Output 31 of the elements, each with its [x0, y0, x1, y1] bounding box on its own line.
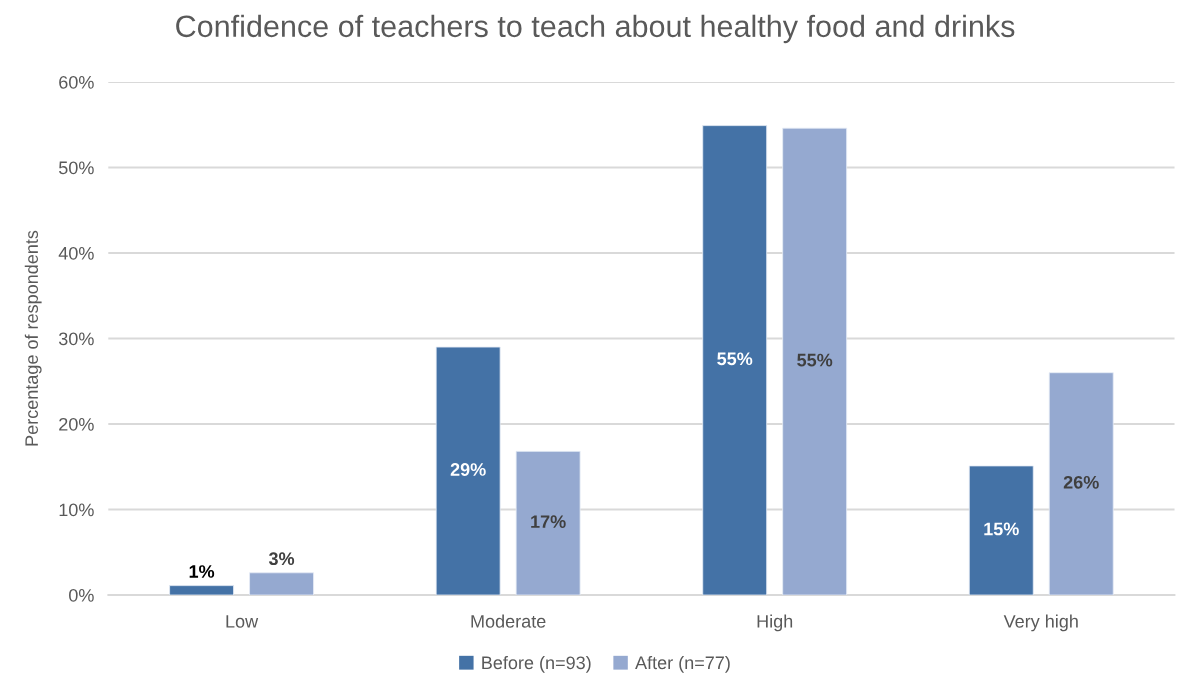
- bar: [782, 127, 848, 596]
- bar: [515, 450, 581, 596]
- bar: [435, 346, 501, 596]
- data-label: 55%: [717, 352, 753, 366]
- bar: [169, 585, 234, 596]
- y-tick-label: 0%: [69, 588, 94, 602]
- data-label: 3%: [268, 552, 295, 566]
- y-tick-label: 60%: [59, 75, 94, 89]
- chart-title: Confidence of teachers to teach about healthy food and drinks: [176, 14, 1015, 44]
- x-tick-label: Low: [226, 615, 259, 628]
- bar: [702, 125, 768, 596]
- data-label: 29%: [450, 463, 486, 476]
- bar: [249, 572, 314, 596]
- legend-label: Before (n=93): [482, 655, 591, 673]
- y-tick-label: 10%: [59, 503, 94, 517]
- data-label: 26%: [1063, 475, 1099, 489]
- data-label: 1%: [189, 565, 215, 578]
- legend-label: After (n=77): [635, 655, 730, 673]
- x-tick-label: High: [757, 614, 793, 632]
- y-tick-label: 20%: [59, 417, 94, 431]
- data-label: 15%: [984, 522, 1019, 536]
- x-tick-label: Moderate: [471, 614, 546, 628]
- y-axis-title: Percentage of respondents: [24, 230, 42, 446]
- bar: [1048, 372, 1114, 596]
- y-tick-label: 30%: [58, 332, 94, 346]
- bar: [968, 465, 1034, 596]
- data-label: 17%: [531, 515, 566, 529]
- y-tick-label: 40%: [58, 246, 94, 260]
- data-label: 55%: [797, 353, 833, 367]
- y-tick-label: 50%: [58, 161, 94, 175]
- x-tick-label: Very high: [1003, 614, 1078, 632]
